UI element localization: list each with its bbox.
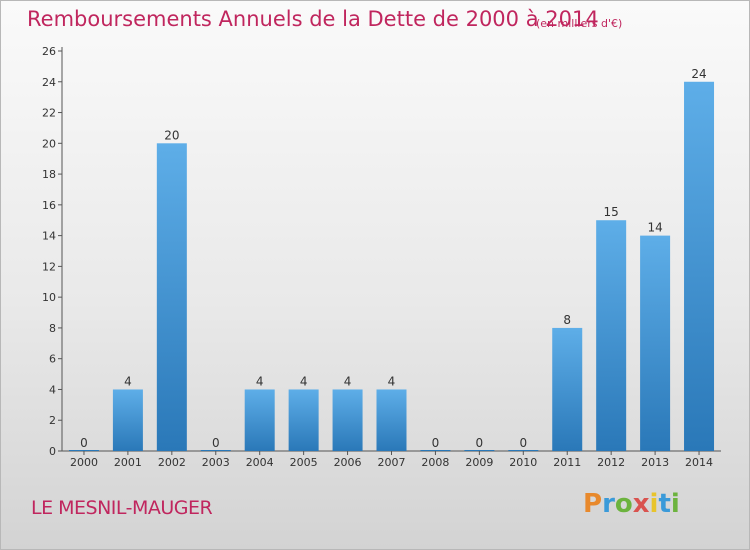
y-tick-label: 8 (49, 322, 56, 335)
x-tick-label: 2007 (378, 456, 406, 469)
x-axis: 2000 2001 2002 2003 2004 2005 2006 2007 2008 2009… (62, 450, 721, 469)
bars (68, 81, 715, 452)
x-tick-label: 2011 (553, 456, 581, 469)
y-tick-label: 14 (42, 230, 56, 243)
data-label: 4 (344, 374, 352, 388)
bar (684, 81, 715, 452)
bar (156, 143, 187, 452)
y-tick-label: 26 (42, 45, 56, 58)
data-label: 20 (164, 128, 179, 142)
x-tick-label: 2010 (509, 456, 537, 469)
y-tick-label: 12 (42, 260, 56, 273)
data-label: 14 (647, 221, 662, 235)
x-tick-label: 2012 (597, 456, 625, 469)
proxiti-logo: Proxiti (583, 489, 680, 519)
bar (68, 450, 99, 451)
data-labels: 0 4 20 0 4 4 4 4 0 0 0 8 15 14 24 (80, 67, 707, 450)
y-tick-label: 6 (49, 353, 56, 366)
x-tick-label: 2004 (246, 456, 274, 469)
y-tick-label: 18 (42, 168, 56, 181)
x-tick-label: 2003 (202, 456, 230, 469)
y-tick-label: 2 (49, 414, 56, 427)
x-tick-label: 2001 (114, 456, 142, 469)
x-tick-label: 2013 (641, 456, 669, 469)
data-label: 15 (604, 205, 619, 219)
data-label: 0 (212, 436, 220, 450)
x-tick-label: 2006 (334, 456, 362, 469)
y-tick-label: 4 (49, 383, 56, 396)
bar (200, 450, 231, 451)
chart-unit: (en milliers d'€) (536, 17, 623, 30)
y-tick-label: 16 (42, 199, 56, 212)
data-label: 24 (691, 67, 706, 81)
x-tick-label: 2002 (158, 456, 186, 469)
data-label: 0 (519, 436, 527, 450)
bar (552, 327, 583, 451)
x-tick-label: 2000 (70, 456, 98, 469)
data-label: 4 (388, 374, 396, 388)
data-label: 0 (476, 436, 484, 450)
data-label: 4 (256, 374, 264, 388)
bar (332, 389, 363, 451)
data-label: 8 (563, 313, 571, 327)
bar (640, 235, 671, 451)
data-label: 0 (80, 436, 88, 450)
bar (288, 389, 319, 451)
x-tick-label: 2005 (290, 456, 318, 469)
place-name: LE MESNIL-MAUGER (31, 497, 213, 519)
data-label: 4 (124, 374, 132, 388)
y-tick-label: 10 (42, 291, 56, 304)
data-label: 4 (300, 374, 308, 388)
x-tick-label: 2009 (465, 456, 493, 469)
data-label: 0 (432, 436, 440, 450)
bar (508, 450, 539, 451)
chart-title: Remboursements Annuels de la Dette de 20… (27, 7, 599, 31)
bar (376, 389, 407, 451)
y-tick-label: 0 (49, 445, 56, 458)
bar (112, 389, 143, 451)
y-tick-label: 22 (42, 107, 56, 120)
bar (464, 450, 495, 451)
bar (244, 389, 275, 451)
y-tick-label: 20 (42, 137, 56, 150)
bar (420, 450, 451, 451)
x-tick-label: 2014 (685, 456, 713, 469)
y-tick-label: 24 (42, 76, 56, 89)
bar (596, 220, 627, 451)
x-tick-label: 2008 (421, 456, 449, 469)
